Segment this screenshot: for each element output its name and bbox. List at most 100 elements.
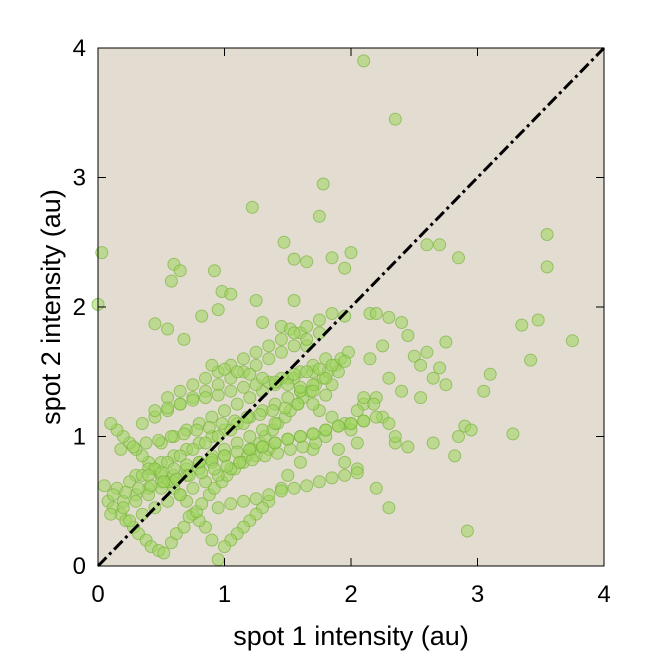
data-point: [376, 339, 390, 353]
data-point: [135, 417, 149, 430]
data-point: [287, 252, 301, 266]
data-point: [256, 316, 269, 329]
data-point: [186, 393, 200, 407]
data-point: [97, 479, 111, 493]
data-point: [211, 388, 225, 402]
data-point: [460, 524, 474, 538]
x-tick-label: 3: [471, 581, 484, 608]
data-point: [300, 319, 314, 333]
data-point: [531, 313, 545, 327]
data-point: [220, 459, 234, 473]
data-point: [319, 423, 333, 437]
axis-ticks: 0 1 2 3 4 0 1 2 3 4: [73, 35, 611, 608]
data-point: [249, 358, 263, 372]
data-point: [211, 303, 225, 317]
data-point: [382, 371, 396, 385]
data-point: [224, 497, 238, 511]
data-point: [126, 440, 140, 454]
data-point: [202, 420, 216, 434]
data-point: [199, 436, 212, 450]
data-point: [207, 462, 221, 476]
data-point: [414, 358, 428, 372]
data-point: [506, 427, 520, 441]
data-point: [243, 430, 257, 443]
data-point: [256, 371, 269, 385]
data-point: [395, 384, 409, 398]
data-point: [199, 391, 212, 405]
data-point: [300, 479, 314, 493]
y-tick-label: 1: [73, 424, 86, 451]
data-point: [129, 494, 143, 508]
data-point: [319, 371, 333, 385]
y-tick-label: 0: [73, 553, 86, 580]
data-point: [256, 440, 269, 454]
data-point: [148, 317, 162, 331]
data-point: [300, 332, 314, 346]
data-point: [388, 430, 402, 443]
data-point: [395, 316, 409, 329]
data-point: [173, 488, 187, 502]
data-point: [325, 471, 339, 485]
data-point: [369, 307, 383, 320]
data-point: [262, 339, 276, 353]
data-point: [357, 54, 371, 68]
data-point: [287, 481, 301, 495]
data-point: [433, 361, 447, 375]
data-point: [293, 380, 307, 394]
data-point: [215, 417, 229, 430]
data-point: [205, 533, 219, 547]
data-point: [177, 520, 191, 534]
data-point: [243, 442, 257, 456]
data-point: [148, 404, 162, 418]
data-point: [195, 466, 209, 480]
data-point: [363, 352, 377, 366]
data-point: [306, 384, 320, 398]
data-point: [350, 436, 364, 450]
data-point: [262, 488, 276, 502]
data-point: [382, 417, 396, 430]
data-point: [278, 401, 292, 415]
data-point: [401, 329, 415, 342]
identity-reference-line: [96, 46, 606, 568]
data-point: [195, 497, 209, 511]
data-point: [338, 455, 352, 469]
data-point: [243, 391, 257, 405]
data-point: [350, 404, 364, 418]
data-point: [152, 433, 166, 447]
data-point: [312, 326, 326, 340]
data-point: [173, 449, 187, 463]
data-point: [452, 430, 465, 443]
data-point: [186, 481, 200, 495]
data-point: [325, 410, 339, 424]
data-point: [274, 345, 288, 359]
data-point: [331, 442, 345, 456]
data-point: [173, 384, 187, 398]
data-point: [245, 200, 259, 214]
data-point: [357, 414, 371, 428]
x-axis-label: spot 1 intensity (au): [233, 621, 469, 651]
data-point: [540, 260, 554, 274]
x-tick-label: 2: [344, 581, 357, 608]
data-point: [350, 466, 364, 480]
data-point: [338, 468, 352, 482]
data-point: [344, 246, 358, 260]
data-point: [132, 481, 145, 495]
data-point: [139, 436, 153, 450]
data-point: [157, 546, 171, 560]
y-tick-label: 4: [73, 35, 86, 62]
data-point: [173, 264, 187, 278]
data-point: [249, 492, 263, 506]
data-point: [312, 209, 326, 223]
data-point: [439, 378, 453, 392]
data-point: [268, 417, 282, 430]
data-point: [95, 246, 109, 260]
data-point: [161, 322, 175, 336]
data-point: [452, 251, 465, 265]
data-point: [338, 354, 352, 368]
data-point: [218, 404, 231, 418]
data-point: [300, 365, 314, 379]
data-point: [448, 449, 462, 463]
data-point: [190, 423, 204, 437]
x-tick-label: 0: [91, 581, 104, 608]
data-point: [382, 501, 396, 515]
